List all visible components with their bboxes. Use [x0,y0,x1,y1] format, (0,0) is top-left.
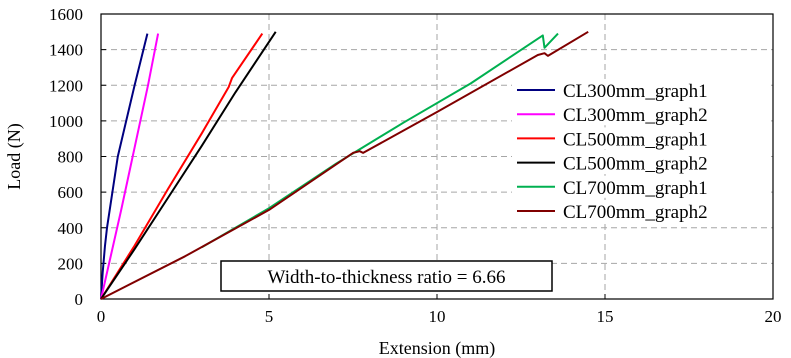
annotation-border [220,260,553,292]
legend-label: CL300mm_graph2 [563,105,708,126]
x-tick-label: 15 [597,307,614,326]
axis-ticks: 0 200 400 600 800 1000 1200 1400 1600 0 5 10 15 20 [49,5,782,326]
y-tick-label: 800 [58,148,84,167]
legend: CL300mm_graph1 CL300mm_graph2 CL500mm_grap… [512,79,768,223]
legend-entry-background [512,79,768,101]
y-tick-label: 200 [58,254,84,273]
series-line-cl700mm-graph2 [100,30,589,300]
y-tick-label: 1400 [49,41,83,60]
y-tick-label: 1000 [49,112,83,131]
legend-label: CL500mm_graph2 [563,154,708,175]
x-axis-title: Extension (mm) [379,338,495,358]
series-line-cl300mm-graph1 [100,33,149,300]
x-tick-label: 20 [765,307,782,326]
legend-label: CL500mm_graph1 [563,129,708,150]
legend-entry-background [512,127,768,150]
legend-entry-background [512,200,768,222]
y-tick-label: 0 [75,290,84,309]
y-axis-title: Load (N) [4,123,25,189]
series-line-cl300mm-graph2 [100,33,160,300]
legend-label: CL300mm_graph1 [563,81,708,102]
series-line-cl500mm-graph2 [100,31,277,300]
legend-label: CL700mm_graph1 [563,178,708,199]
x-tick-label: 5 [265,307,274,326]
y-tick-label: 1200 [49,76,83,95]
legend-entry-background [512,151,768,174]
y-tick-label: 600 [58,183,84,202]
annotation-box: Width-to-thickness ratio = 6.66 [220,260,553,292]
legend-entry-background [512,175,768,198]
annotation-text: Width-to-thickness ratio = 6.66 [268,267,506,288]
y-tick-label: 400 [58,219,84,238]
grid-lines [101,14,773,299]
legend-entry-background [512,103,768,126]
data-series [100,30,589,300]
series-line-cl500mm-graph1 [100,33,264,300]
x-tick-label: 0 [97,307,106,326]
x-tick-label: 10 [429,307,446,326]
series-line-cl700mm-graph1 [201,32,559,249]
legend-label: CL700mm_graph2 [563,202,708,223]
y-tick-label: 1600 [49,5,83,24]
